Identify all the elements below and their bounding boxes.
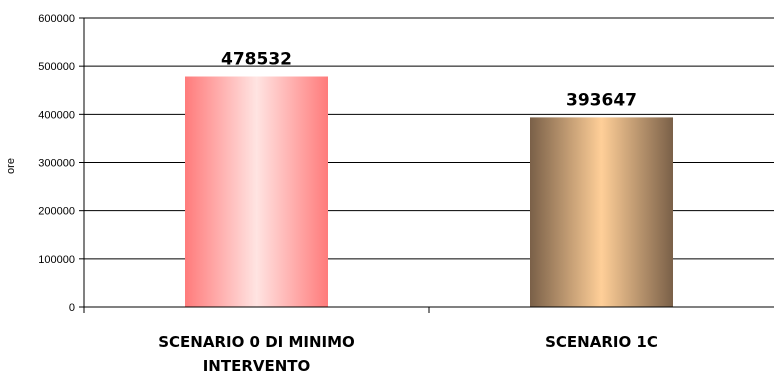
bar-2 [530,117,673,307]
category-labels: SCENARIO 0 DI MINIMO INTERVENTO SCENARIO 1… [158,333,658,375]
y-axis-label: ore [5,158,17,174]
data-labels: 478532 393647 [221,50,637,111]
y-tick-label: 100000 [38,254,75,266]
category-label: SCENARIO 0 DI MINIMO [158,333,355,351]
y-tick-label: 600000 [38,13,75,25]
y-tick-label: 400000 [38,109,75,121]
y-tick-label: 200000 [38,206,75,218]
data-label-2: 393647 [566,90,637,110]
x-axis-ticks [83,307,430,313]
category-label: INTERVENTO [203,357,311,375]
y-tick-label: 0 [69,302,75,314]
bars [185,76,673,308]
data-label-1: 478532 [221,50,292,70]
category-label: SCENARIO 1C [545,333,658,351]
y-tick-label: 500000 [38,61,75,73]
bar-1 [185,76,328,308]
y-tick-label: 300000 [38,158,75,170]
y-axis-ticks: 0 100000 200000 300000 400000 500000 600000 [38,13,84,314]
